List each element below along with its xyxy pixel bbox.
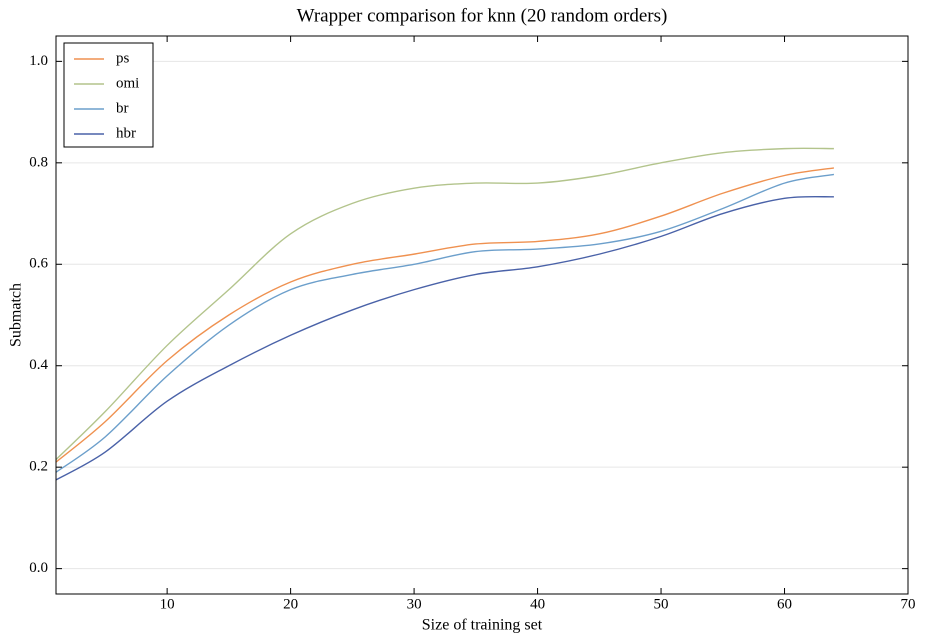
y-tick-label: 1.0: [29, 53, 48, 69]
line-series: [55, 167, 835, 463]
x-tick-label: 70: [901, 596, 916, 612]
legend-box: [63, 42, 154, 148]
line-series: [55, 147, 834, 461]
legend-label: hbr: [116, 125, 136, 141]
x-tick-label: 40: [530, 596, 545, 612]
y-tick-label: 0.0: [29, 560, 48, 576]
x-tick-label: 50: [654, 596, 669, 612]
y-tick-label: 0.8: [29, 154, 48, 170]
line-series: [55, 195, 834, 481]
legend-label: br: [116, 100, 129, 116]
x-tick-label: 20: [283, 596, 298, 612]
line-series: [55, 173, 835, 473]
y-axis-label: Submatch: [8, 283, 25, 347]
legend-label: ps: [116, 50, 130, 66]
x-tick-label: 30: [407, 596, 422, 612]
y-tick-label: 0.2: [29, 459, 48, 475]
y-tick-label: 0.4: [29, 357, 48, 373]
x-axis-label: Size of training set: [422, 617, 543, 634]
y-tick-label: 0.6: [29, 256, 48, 272]
chart-title: Wrapper comparison for knn (20 random or…: [297, 5, 668, 26]
legend-label: omi: [116, 75, 139, 91]
x-tick-label: 10: [160, 596, 175, 612]
plot-frame: [55, 35, 909, 595]
x-tick-label: 60: [777, 596, 792, 612]
